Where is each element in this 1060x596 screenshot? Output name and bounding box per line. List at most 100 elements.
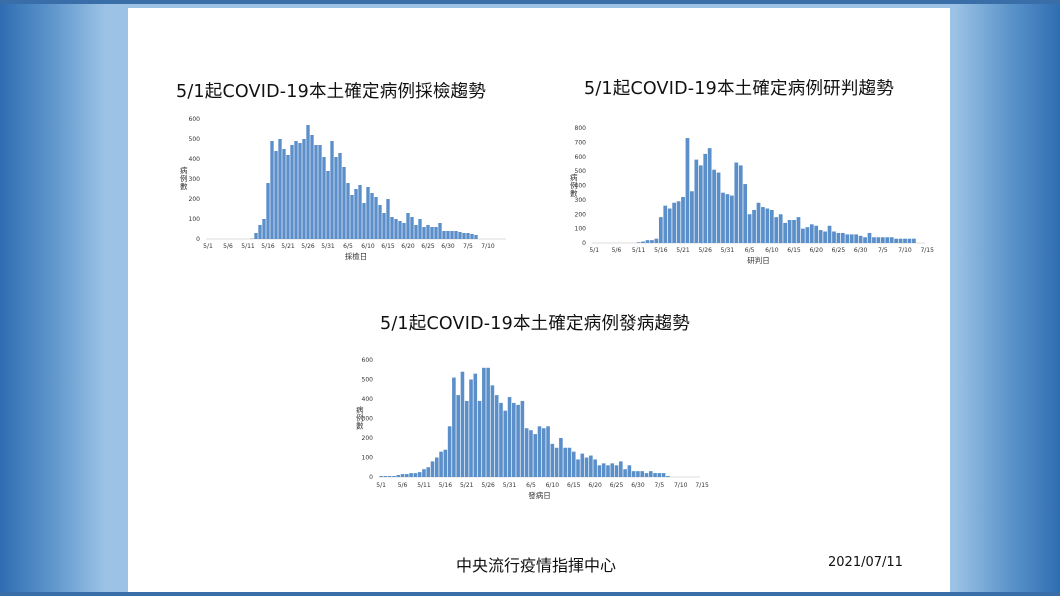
bar bbox=[703, 153, 708, 244]
bar bbox=[482, 367, 486, 477]
bar bbox=[464, 400, 469, 477]
y-tick-label: 200 bbox=[189, 196, 201, 203]
x-tick-label: 6/10 bbox=[546, 482, 560, 489]
bar bbox=[499, 402, 503, 477]
x-tick-label: 5/31 bbox=[321, 243, 335, 250]
bar bbox=[801, 228, 805, 244]
bar bbox=[524, 428, 529, 477]
x-tick-label: 7/5 bbox=[463, 243, 473, 250]
bar bbox=[648, 471, 653, 477]
bar bbox=[278, 139, 282, 239]
y-axis-label-char: 例 bbox=[180, 173, 188, 183]
bar bbox=[274, 151, 278, 239]
y-tick-label: 400 bbox=[189, 156, 201, 163]
bar bbox=[641, 241, 645, 243]
bar bbox=[903, 238, 907, 243]
bar bbox=[477, 400, 482, 477]
bar bbox=[466, 233, 470, 239]
bar bbox=[494, 395, 499, 477]
bar bbox=[460, 371, 465, 477]
bar bbox=[778, 214, 783, 243]
bar bbox=[533, 434, 538, 477]
bar bbox=[606, 465, 610, 477]
bar bbox=[832, 231, 836, 243]
bar bbox=[658, 217, 663, 244]
x-tick-label: 7/15 bbox=[920, 247, 934, 254]
bar bbox=[254, 233, 258, 239]
bar bbox=[426, 467, 431, 477]
y-tick-label: 500 bbox=[362, 377, 374, 384]
bar bbox=[342, 167, 346, 239]
bar bbox=[470, 234, 474, 239]
bar bbox=[458, 232, 462, 239]
bar bbox=[619, 461, 623, 477]
x-tick-label: 6/20 bbox=[588, 482, 602, 489]
y-tick-label: 600 bbox=[362, 357, 374, 364]
bar bbox=[447, 426, 452, 477]
y-tick-label: 700 bbox=[575, 139, 587, 146]
bar bbox=[610, 463, 615, 477]
bar bbox=[876, 237, 881, 243]
x-tick-label: 6/25 bbox=[832, 247, 846, 254]
bar bbox=[654, 238, 659, 243]
y-axis-label-char: 病 bbox=[570, 172, 578, 182]
bar bbox=[366, 187, 370, 239]
bar bbox=[438, 223, 442, 239]
x-tick-label: 5/16 bbox=[654, 247, 668, 254]
bar bbox=[374, 197, 378, 239]
x-tick-label: 7/15 bbox=[695, 482, 709, 489]
bar bbox=[306, 125, 310, 239]
bar bbox=[266, 183, 270, 239]
y-axis-label: 病例數 bbox=[570, 172, 578, 198]
bar bbox=[462, 233, 466, 239]
bar bbox=[390, 217, 394, 239]
bar bbox=[707, 148, 712, 244]
x-tick-label: 5/6 bbox=[612, 247, 622, 254]
bar bbox=[756, 202, 761, 243]
bar bbox=[792, 220, 796, 243]
x-tick-label: 6/10 bbox=[765, 247, 779, 254]
bar bbox=[334, 157, 338, 239]
bar bbox=[694, 159, 699, 244]
organization-name: 中央流行疫情指揮中心 bbox=[456, 556, 617, 575]
x-tick-label: 5/31 bbox=[503, 482, 517, 489]
bar bbox=[422, 469, 426, 477]
x-tick-label: 5/21 bbox=[281, 243, 295, 250]
y-tick-label: 0 bbox=[196, 236, 200, 243]
bar bbox=[378, 205, 382, 239]
x-tick-label: 6/5 bbox=[526, 482, 536, 489]
bar bbox=[805, 227, 810, 243]
y-tick-label: 100 bbox=[362, 455, 374, 462]
bar bbox=[452, 377, 456, 477]
bar bbox=[601, 463, 606, 477]
bar bbox=[529, 430, 533, 477]
bar bbox=[571, 451, 576, 477]
bar bbox=[362, 203, 366, 239]
slide-date: 2021/07/11 bbox=[828, 555, 903, 570]
x-tick-label: 5/21 bbox=[460, 482, 474, 489]
bar bbox=[783, 222, 788, 244]
bar bbox=[858, 235, 863, 243]
bar bbox=[827, 225, 832, 243]
bar bbox=[589, 455, 593, 477]
bar bbox=[322, 157, 326, 239]
bar bbox=[405, 474, 409, 477]
bar bbox=[769, 209, 774, 243]
slide: 5/1起COVID-19本土確定病例採檢趨勢 0 100 200 300 400 500 6… bbox=[128, 8, 950, 592]
bar bbox=[640, 471, 645, 477]
bar bbox=[434, 227, 438, 239]
bar bbox=[567, 447, 572, 477]
chart-title-sampling: 5/1起COVID-19本土確定病例採檢趨勢 bbox=[176, 82, 486, 102]
bar bbox=[402, 223, 406, 239]
bar bbox=[645, 240, 650, 244]
bar bbox=[823, 231, 827, 243]
chart-title-onset: 5/1起COVID-19本土確定病例發病趨勢 bbox=[380, 314, 690, 334]
bar bbox=[623, 469, 627, 477]
bar bbox=[490, 385, 495, 477]
bar bbox=[563, 447, 567, 477]
x-tick-label: 6/20 bbox=[401, 243, 415, 250]
x-tick-label: 6/5 bbox=[343, 243, 353, 250]
bar bbox=[580, 453, 585, 477]
bar bbox=[270, 141, 274, 239]
bar bbox=[765, 208, 770, 243]
